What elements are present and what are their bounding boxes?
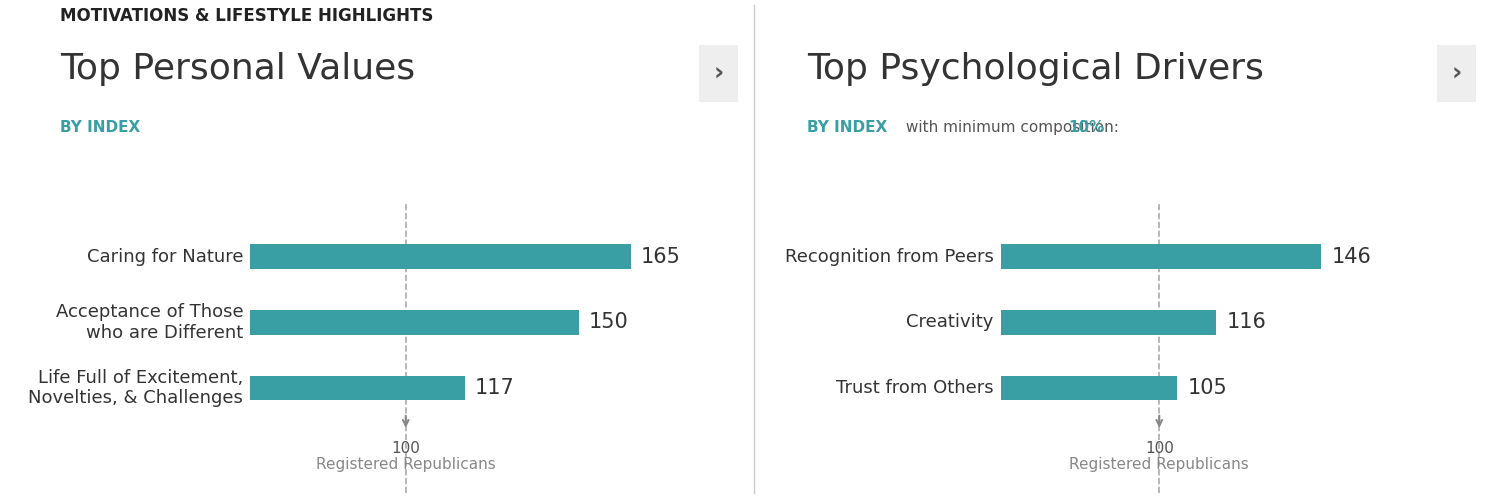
Bar: [1001, 244, 1321, 269]
Text: Recognition from Peers: Recognition from Peers: [784, 248, 994, 266]
Bar: [1001, 375, 1177, 400]
Text: 117: 117: [475, 378, 515, 398]
Text: Registered Republicans: Registered Republicans: [315, 457, 496, 472]
Text: Top Personal Values: Top Personal Values: [60, 52, 415, 86]
Text: Life Full of Excitement,
Novelties, & Challenges: Life Full of Excitement, Novelties, & Ch…: [28, 369, 244, 407]
Bar: [249, 375, 465, 400]
Text: Registered Republicans: Registered Republicans: [1070, 457, 1249, 472]
Bar: [249, 310, 578, 335]
Text: Top Psychological Drivers: Top Psychological Drivers: [807, 52, 1264, 86]
Text: 10%: 10%: [1068, 120, 1104, 134]
Text: BY INDEX: BY INDEX: [60, 120, 140, 134]
Text: with minimum composition:: with minimum composition:: [901, 120, 1123, 134]
Text: 100: 100: [1144, 441, 1174, 456]
Text: BY INDEX: BY INDEX: [807, 120, 887, 134]
Text: 105: 105: [1188, 378, 1227, 398]
Text: Trust from Others: Trust from Others: [837, 379, 994, 397]
Text: ›: ›: [1452, 61, 1461, 86]
Text: 146: 146: [1333, 247, 1371, 267]
Text: 116: 116: [1227, 312, 1265, 332]
Text: 165: 165: [641, 247, 681, 267]
Bar: [1001, 310, 1216, 335]
Text: ›: ›: [714, 61, 723, 86]
Text: 150: 150: [589, 312, 629, 332]
Text: Caring for Nature: Caring for Nature: [87, 248, 244, 266]
Text: 100: 100: [391, 441, 420, 456]
Text: Creativity: Creativity: [907, 313, 994, 331]
Text: MOTIVATIONS & LIFESTYLE HIGHLIGHTS: MOTIVATIONS & LIFESTYLE HIGHLIGHTS: [60, 7, 433, 25]
Text: Acceptance of Those
who are Different: Acceptance of Those who are Different: [55, 303, 244, 342]
Bar: [249, 244, 630, 269]
